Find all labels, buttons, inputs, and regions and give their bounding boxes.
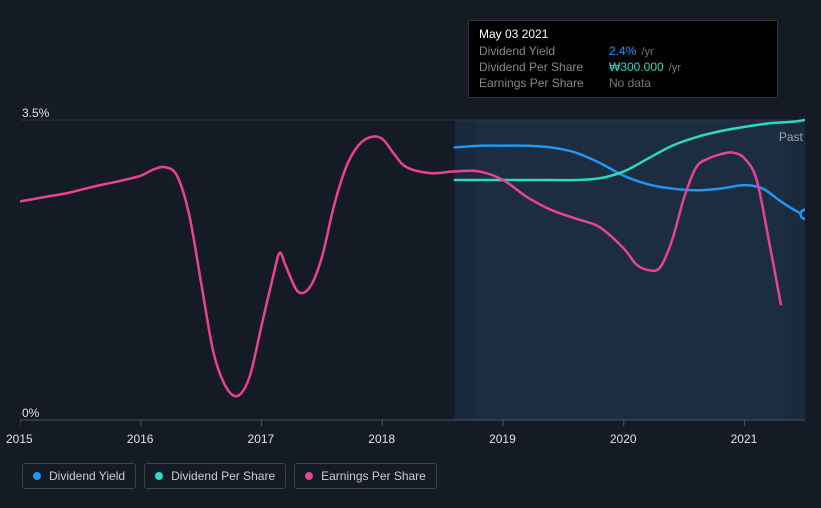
y-axis-label: 0% [22,406,39,420]
legend-item-label: Dividend Yield [49,469,125,483]
chart-tooltip: May 03 2021 Dividend Yield2.4% /yrDivide… [468,20,778,98]
legend-item-label: Earnings Per Share [321,469,426,483]
past-label: Past [779,130,803,144]
chart-legend: Dividend Yield Dividend Per Share Earnings… [22,463,437,489]
x-axis-label: 2020 [610,432,637,446]
legend-dot-icon [155,472,163,480]
series-end-marker [801,210,806,219]
x-axis-label: 2015 [6,432,33,446]
tooltip-row-value: 2.4% /yr [609,43,767,59]
x-axis-label: 2018 [368,432,395,446]
legend-item-earnings_per_share[interactable]: Earnings Per Share [294,463,437,489]
tooltip-row-value: ₩300.000 /yr [609,59,767,75]
tooltip-row: Dividend Per Share₩300.000 /yr [479,59,767,75]
y-axis-label: 3.5% [22,106,49,120]
tooltip-row-label: Earnings Per Share [479,75,609,91]
legend-item-dividend_per_share[interactable]: Dividend Per Share [144,463,286,489]
legend-item-dividend_yield[interactable]: Dividend Yield [22,463,136,489]
x-axis-label: 2019 [489,432,516,446]
legend-item-label: Dividend Per Share [171,469,275,483]
legend-dot-icon [33,472,41,480]
legend-dot-icon [305,472,313,480]
x-axis-label: 2016 [127,432,154,446]
tooltip-row-label: Dividend Per Share [479,59,609,75]
tooltip-table: Dividend Yield2.4% /yrDividend Per Share… [479,43,767,91]
tooltip-date: May 03 2021 [479,27,767,41]
x-axis-label: 2021 [731,432,758,446]
tooltip-row-value: No data [609,75,767,91]
tooltip-row: Earnings Per ShareNo data [479,75,767,91]
tooltip-row-label: Dividend Yield [479,43,609,59]
x-axis-label: 2017 [248,432,275,446]
tooltip-row: Dividend Yield2.4% /yr [479,43,767,59]
